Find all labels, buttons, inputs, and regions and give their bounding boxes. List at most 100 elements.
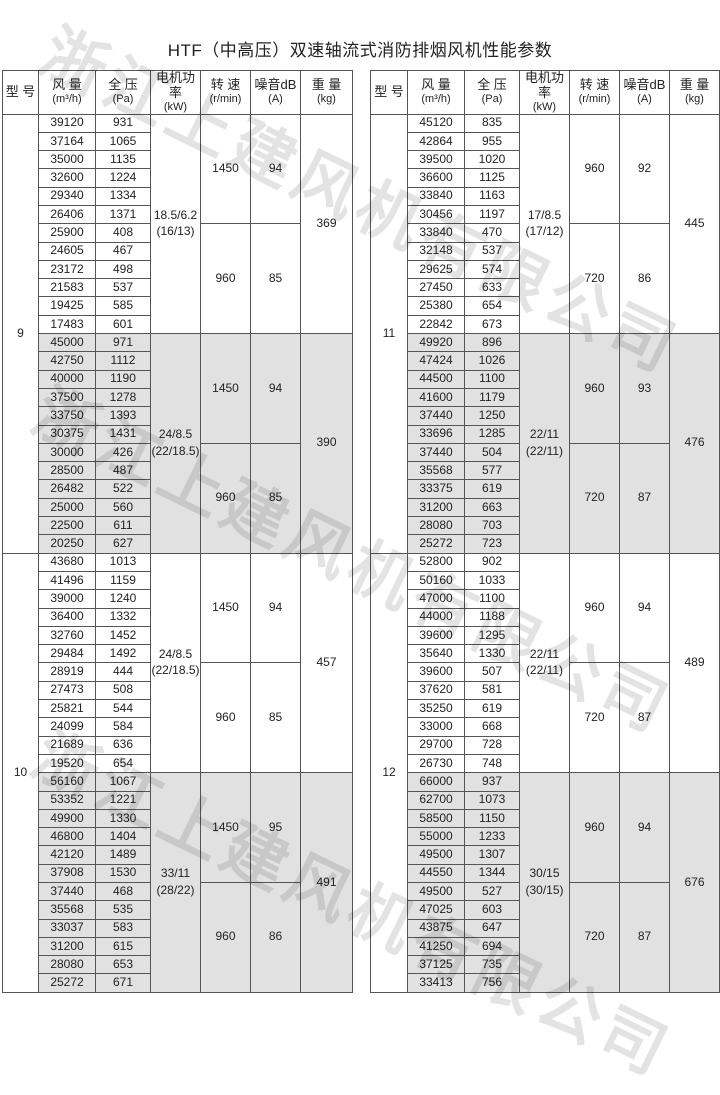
airflow-cell: 50160	[407, 570, 465, 591]
airflow-cell: 41600	[407, 387, 465, 408]
airflow-cell: 28500	[38, 461, 96, 481]
pressure-cell: 1492	[95, 644, 151, 664]
pressure-cell: 583	[95, 918, 151, 938]
airflow-cell: 17483	[38, 314, 96, 335]
pressure-cell: 522	[95, 479, 151, 499]
table-row: 36600 1125	[371, 168, 720, 188]
table-row: 39600 507 720 87	[371, 662, 720, 774]
column-header-unit: (m³/h)	[52, 93, 82, 106]
airflow-cell: 35640	[407, 644, 465, 664]
motor-power-cell: 18.5/6.2 (16/13)	[150, 113, 201, 335]
motor-power-value: 22/11	[529, 646, 560, 661]
airflow-cell: 26482	[38, 479, 96, 499]
pressure-cell: 1295	[464, 625, 520, 646]
airflow-cell: 25380	[407, 296, 465, 316]
speed-cell: 960	[200, 442, 251, 554]
table-row: 49500 527 720 87	[371, 881, 720, 993]
airflow-cell: 29625	[407, 259, 465, 280]
pressure-cell: 1125	[464, 168, 520, 188]
pressure-cell: 633	[464, 278, 520, 298]
column-header-label: 电机功率	[155, 70, 195, 100]
column-header-unit: (m³/h)	[421, 93, 451, 106]
noise-cell: 92	[619, 113, 670, 225]
pressure-cell: 1221	[95, 790, 151, 810]
airflow-cell: 30000	[38, 442, 96, 463]
table-row: 29484 1492	[3, 644, 353, 664]
airflow-cell: 27450	[407, 278, 465, 298]
airflow-cell: 49500	[407, 881, 465, 902]
pressure-cell: 467	[95, 241, 151, 261]
airflow-cell: 29484	[38, 644, 96, 664]
motor-power-value: 22/11	[529, 427, 560, 442]
pressure-cell: 527	[464, 881, 520, 902]
pressure-cell: 1073	[464, 790, 520, 810]
noise-cell: 87	[619, 662, 670, 774]
pressure-cell: 1020	[464, 150, 520, 170]
table-row: 47424 1026	[371, 351, 720, 371]
table-row: 44000 1188	[371, 607, 720, 627]
airflow-cell: 33750	[38, 406, 96, 426]
motor-power-value: 18.5/6.2	[153, 207, 198, 222]
airflow-cell: 24099	[38, 717, 96, 737]
table-row: 37440 1250	[371, 406, 720, 426]
column-header: 重 量 (kg)	[300, 70, 353, 115]
weight-cell: 390	[300, 333, 353, 554]
pressure-cell: 544	[95, 699, 151, 719]
table-row: 29625 574	[371, 259, 720, 280]
column-header-label: 型 号	[374, 83, 404, 99]
pressure-cell: 574	[464, 259, 520, 280]
pressure-cell: 498	[95, 259, 151, 280]
airflow-cell: 49920	[407, 333, 465, 353]
header-row: 型 号风 量 (m³/h) 全 压 (Pa) 电机功率 (kW) 转 速 (r/min) 噪音d…	[370, 70, 720, 115]
airflow-cell: 28919	[38, 662, 96, 682]
column-header-label: 风 量	[52, 77, 82, 93]
noise-cell: 94	[250, 113, 301, 225]
airflow-cell: 44000	[407, 607, 465, 627]
pressure-cell: 611	[95, 516, 151, 536]
performance-table-right: 型 号风 量 (m³/h) 全 压 (Pa) 电机功率 (kW) 转 速 (r/min) 噪音d…	[370, 70, 720, 993]
speed-cell: 1450	[200, 552, 251, 664]
pressure-cell: 1065	[95, 131, 151, 152]
noise-cell: 87	[619, 442, 670, 554]
motor-power-cell: 30/15 (30/15)	[519, 772, 570, 993]
table-row: 33375 619	[371, 479, 720, 499]
pressure-cell: 504	[464, 442, 520, 463]
pressure-cell: 735	[464, 955, 520, 975]
airflow-cell: 55000	[407, 827, 465, 847]
airflow-cell: 22842	[407, 314, 465, 335]
pressure-cell: 971	[95, 333, 151, 353]
airflow-cell: 24605	[38, 241, 96, 261]
pressure-cell: 537	[95, 278, 151, 298]
table-row: 26482 522	[3, 479, 353, 499]
noise-cell: 85	[250, 662, 301, 774]
speed-cell: 960	[569, 113, 620, 225]
airflow-cell: 22500	[38, 516, 96, 536]
pressure-cell: 1233	[464, 827, 520, 847]
pressure-cell: 1188	[464, 607, 520, 627]
table-row: 35640 1330	[371, 644, 720, 664]
airflow-cell: 32148	[407, 241, 465, 261]
pressure-cell: 937	[464, 772, 520, 792]
airflow-cell: 37500	[38, 387, 96, 408]
column-header-label: 全 压	[477, 77, 507, 93]
pressure-cell: 1033	[464, 570, 520, 591]
pressure-cell: 1330	[464, 644, 520, 664]
noise-cell: 94	[250, 552, 301, 664]
weight-cell: 491	[300, 772, 353, 993]
table-row: 17483 601	[3, 314, 353, 335]
pressure-cell: 1530	[95, 863, 151, 883]
pressure-cell: 577	[464, 461, 520, 481]
table-row: 28500 487	[3, 461, 353, 481]
noise-cell: 85	[250, 442, 301, 554]
motor-power-alt-value: (22/18.5)	[151, 443, 200, 458]
motor-power-value: 30/15	[529, 866, 560, 881]
pressure-cell: 1404	[95, 827, 151, 847]
table-row: 55000 1233	[371, 827, 720, 847]
table-row: 49500 1307	[371, 845, 720, 865]
pressure-cell: 1250	[464, 406, 520, 426]
table-row: 31200 663	[371, 497, 720, 518]
column-header: 噪音dB (A)	[250, 70, 301, 115]
pressure-cell: 1452	[95, 625, 151, 646]
table-row: 19425 585	[3, 296, 353, 316]
column-header: 电机功率 (kW)	[150, 70, 201, 115]
